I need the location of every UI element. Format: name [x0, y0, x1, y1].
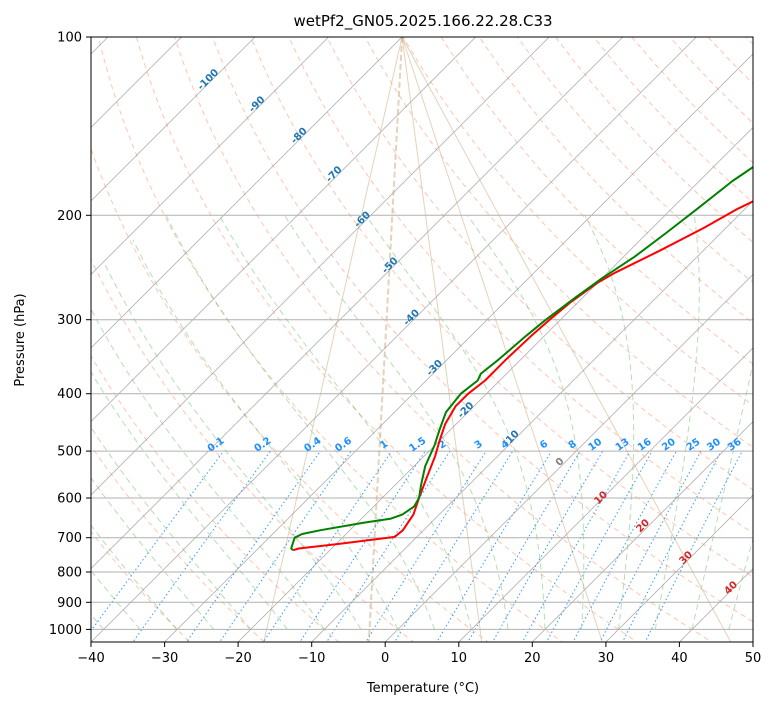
- x-tick-label: 20: [524, 651, 541, 666]
- dry-adiabat-line: [91, 147, 489, 642]
- x-tick-label: 50: [745, 651, 762, 666]
- chart-title: wetPf2_GN05.2025.166.22.28.C33: [293, 12, 552, 31]
- x-axis-ticks: −40 −30 −20 −10 0 10 20 30 40 50: [77, 642, 761, 666]
- plot-background: [91, 37, 753, 642]
- dry-adiabat-line: [440, 37, 753, 365]
- x-tick-label: −40: [77, 651, 104, 666]
- y-tick-label: 200: [57, 209, 82, 224]
- isotherm-line: [605, 494, 753, 642]
- isotherm-line: [384, 273, 753, 642]
- isotherm-line: [91, 37, 624, 570]
- dry-adiabat-line: [326, 37, 753, 491]
- x-axis-label: Temperature (°C): [366, 681, 479, 696]
- dry-adiabat-line: [91, 258, 415, 642]
- y-tick-label: 300: [57, 313, 82, 328]
- x-tick-label: 40: [671, 651, 688, 666]
- grid-lines: [91, 37, 753, 642]
- isotherm-line: [164, 53, 753, 642]
- dry-adiabat-line: [97, 37, 564, 642]
- y-axis-label: Pressure (hPa): [13, 293, 28, 386]
- y-tick-label: 900: [57, 596, 82, 611]
- moist-adiabat-line: [91, 476, 215, 630]
- isotherm-line: [91, 37, 477, 423]
- moist-adiabat-line: [132, 239, 399, 630]
- y-tick-label: 600: [57, 492, 82, 507]
- isotherm-line: [458, 347, 753, 642]
- dry-adiabat-line: [91, 355, 340, 642]
- dewpoint-profile-line: [290, 165, 753, 551]
- x-tick-label: −20: [224, 651, 251, 666]
- profile-lines: [290, 165, 753, 552]
- isotherm-line: [91, 37, 256, 202]
- x-tick-label: −30: [151, 651, 178, 666]
- y-tick-label: 400: [57, 387, 82, 402]
- moist-adiabat-line: [91, 370, 288, 630]
- isotherm-line: [91, 37, 403, 349]
- isotherm-line: [311, 200, 753, 642]
- x-tick-label: 30: [598, 651, 615, 666]
- y-tick-label: 1000: [49, 623, 82, 638]
- isotherm-line: [531, 420, 753, 642]
- x-tick-label: 0: [381, 651, 389, 666]
- y-tick-label: 700: [57, 531, 82, 546]
- y-tick-label: 800: [57, 566, 82, 581]
- temperature-profile-line: [292, 200, 753, 552]
- y-axis-ticks: 1000 900 800 700 600 500 400 300 200 100: [49, 31, 91, 638]
- x-tick-label: −10: [298, 651, 325, 666]
- moist-adiabat-line: [284, 215, 509, 630]
- plot-frame: [90, 36, 754, 643]
- y-tick-label: 500: [57, 445, 82, 460]
- moist-adiabat-line: [91, 308, 325, 630]
- isotherm-line: [91, 37, 550, 496]
- moist-adiabat-line: [103, 262, 362, 630]
- y-tick-label: 100: [57, 31, 82, 46]
- dry-adiabat-line: [364, 37, 753, 448]
- moist-adiabat-line: [91, 426, 252, 630]
- x-tick-label: 10: [451, 651, 468, 666]
- isotherm-line: [91, 37, 330, 276]
- isotherm-line: [237, 126, 753, 642]
- isotherm-line: [91, 37, 697, 642]
